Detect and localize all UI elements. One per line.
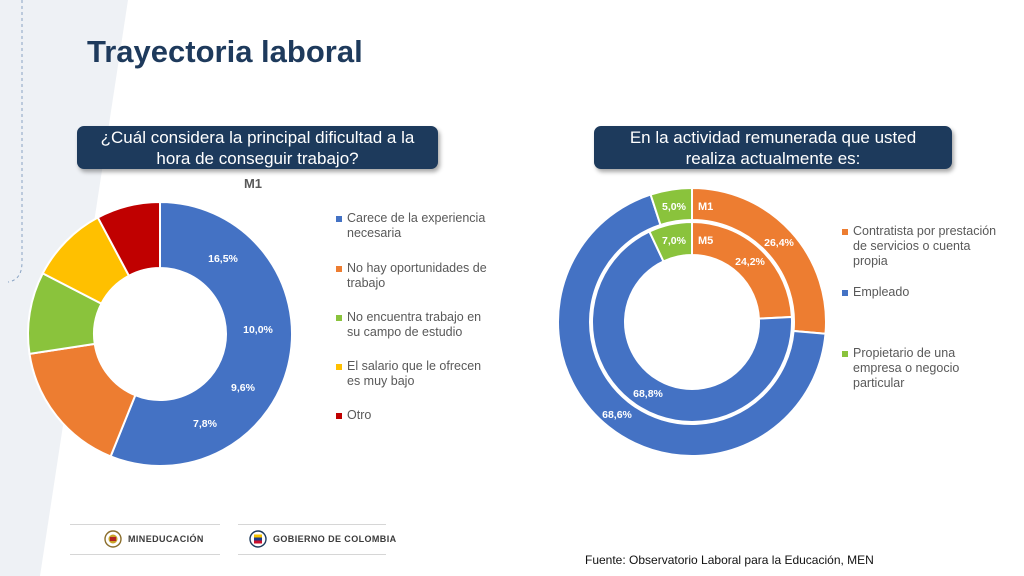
mineducacion-logo: MINEDUCACIÓN (104, 524, 204, 554)
page-title: Trayectoria laboral (87, 34, 363, 69)
legend-2-item: Empleado (842, 285, 1002, 300)
legend-2-swatch (842, 290, 848, 296)
chart-1-data-label-3: 9,6% (231, 382, 256, 394)
chart-1-title: M1 (244, 176, 262, 191)
legend-1-item: No hay oportunidades de trabajo (336, 261, 496, 291)
chart-1-data-label-4: 7,8% (193, 418, 218, 430)
legend-difficulty: Carece de la experiencia necesaria No hay… (336, 211, 506, 431)
chart-1-data-label-1: 16,5% (208, 253, 238, 265)
chart-2-series-label-outer: M1 (698, 201, 713, 213)
question-box-left: ¿Cuál considera la principal dificultad … (77, 126, 438, 169)
legend-2-item: Contratista por prestación de servicios … (842, 224, 1002, 269)
legend-activity: Contratista por prestación de servicios … (842, 224, 1012, 394)
logo-divider (70, 524, 220, 525)
legend-1-swatch (336, 364, 342, 370)
legend-1-label: No encuentra trabajo en su campo de estu… (347, 310, 482, 339)
chart-2-inner-data-label-1: 68,8% (633, 388, 663, 400)
chart-1-data-label-2: 10,0% (243, 324, 273, 336)
mineducacion-logo-text: MINEDUCACIÓN (128, 534, 204, 544)
chart-2-series-label-inner: M5 (698, 235, 713, 247)
legend-2-label: Empleado (853, 285, 910, 299)
chart-2-inner-slice-1 (591, 230, 793, 423)
legend-2-label: Propietario de una empresa o negocio par… (853, 346, 960, 390)
question-box-right: En la actividad remunerada que usted rea… (594, 126, 952, 169)
gobierno-logo-text: GOBIERNO DE COLOMBIA (273, 534, 397, 544)
legend-2-item: Propietario de una empresa o negocio par… (842, 346, 1002, 391)
chart-1-slice-0 (109, 200, 293, 467)
legend-1-item: Carece de la experiencia necesaria (336, 211, 496, 241)
legend-1-label: Otro (347, 408, 372, 422)
legend-1-swatch (336, 216, 342, 222)
legend-1-swatch (336, 413, 342, 419)
legend-1-item: Otro (336, 408, 496, 423)
chart-2-inner-data-label-2: 7,0% (662, 235, 687, 247)
legend-2-swatch (842, 351, 848, 357)
chart-2-outer-data-label-1: 68,6% (602, 409, 632, 421)
legend-1-label: No hay oportunidades de trabajo (347, 261, 487, 290)
logo-divider (238, 554, 386, 555)
legend-1-label: Carece de la experiencia necesaria (347, 211, 486, 240)
question-right-line-1: En la actividad remunerada que usted (629, 127, 917, 147)
legend-1-swatch (336, 315, 342, 321)
chart-2-outer-data-label-0: 26,4% (764, 237, 794, 249)
source-note: Fuente: Observatorio Laboral para la Edu… (585, 553, 874, 567)
question-left-line-1: ¿Cuál considera la principal dificultad … (100, 127, 415, 147)
legend-1-item: El salario que le ofrecen es muy bajo (336, 359, 496, 389)
legend-1-label: El salario que le ofrecen es muy bajo (347, 359, 482, 388)
legend-2-label: Contratista por prestación de servicios … (853, 224, 997, 268)
legend-2-swatch (842, 229, 848, 235)
legend-1-item: No encuentra trabajo en su campo de estu… (336, 310, 496, 340)
coat-of-arms-icon (104, 530, 122, 548)
question-right-line-2: realiza actualmente es: (685, 148, 861, 168)
gobierno-logo: GOBIERNO DE COLOMBIA (249, 524, 397, 554)
chart-2-outer-slice-1 (557, 193, 827, 457)
question-left-line-2: hora de conseguir trabajo? (156, 148, 359, 168)
chart-2-inner-slice-2 (648, 220, 693, 263)
logo-divider (70, 554, 220, 555)
coat-of-arms-icon (249, 530, 267, 548)
logo-divider (238, 524, 386, 525)
chart-2-inner-data-label-0: 24,2% (735, 256, 765, 268)
chart-2-outer-slice-2 (649, 186, 693, 227)
chart-1-slice-4 (96, 200, 161, 278)
chart-2-outer-data-label-2: 5,0% (662, 201, 687, 213)
legend-1-swatch (336, 266, 342, 272)
